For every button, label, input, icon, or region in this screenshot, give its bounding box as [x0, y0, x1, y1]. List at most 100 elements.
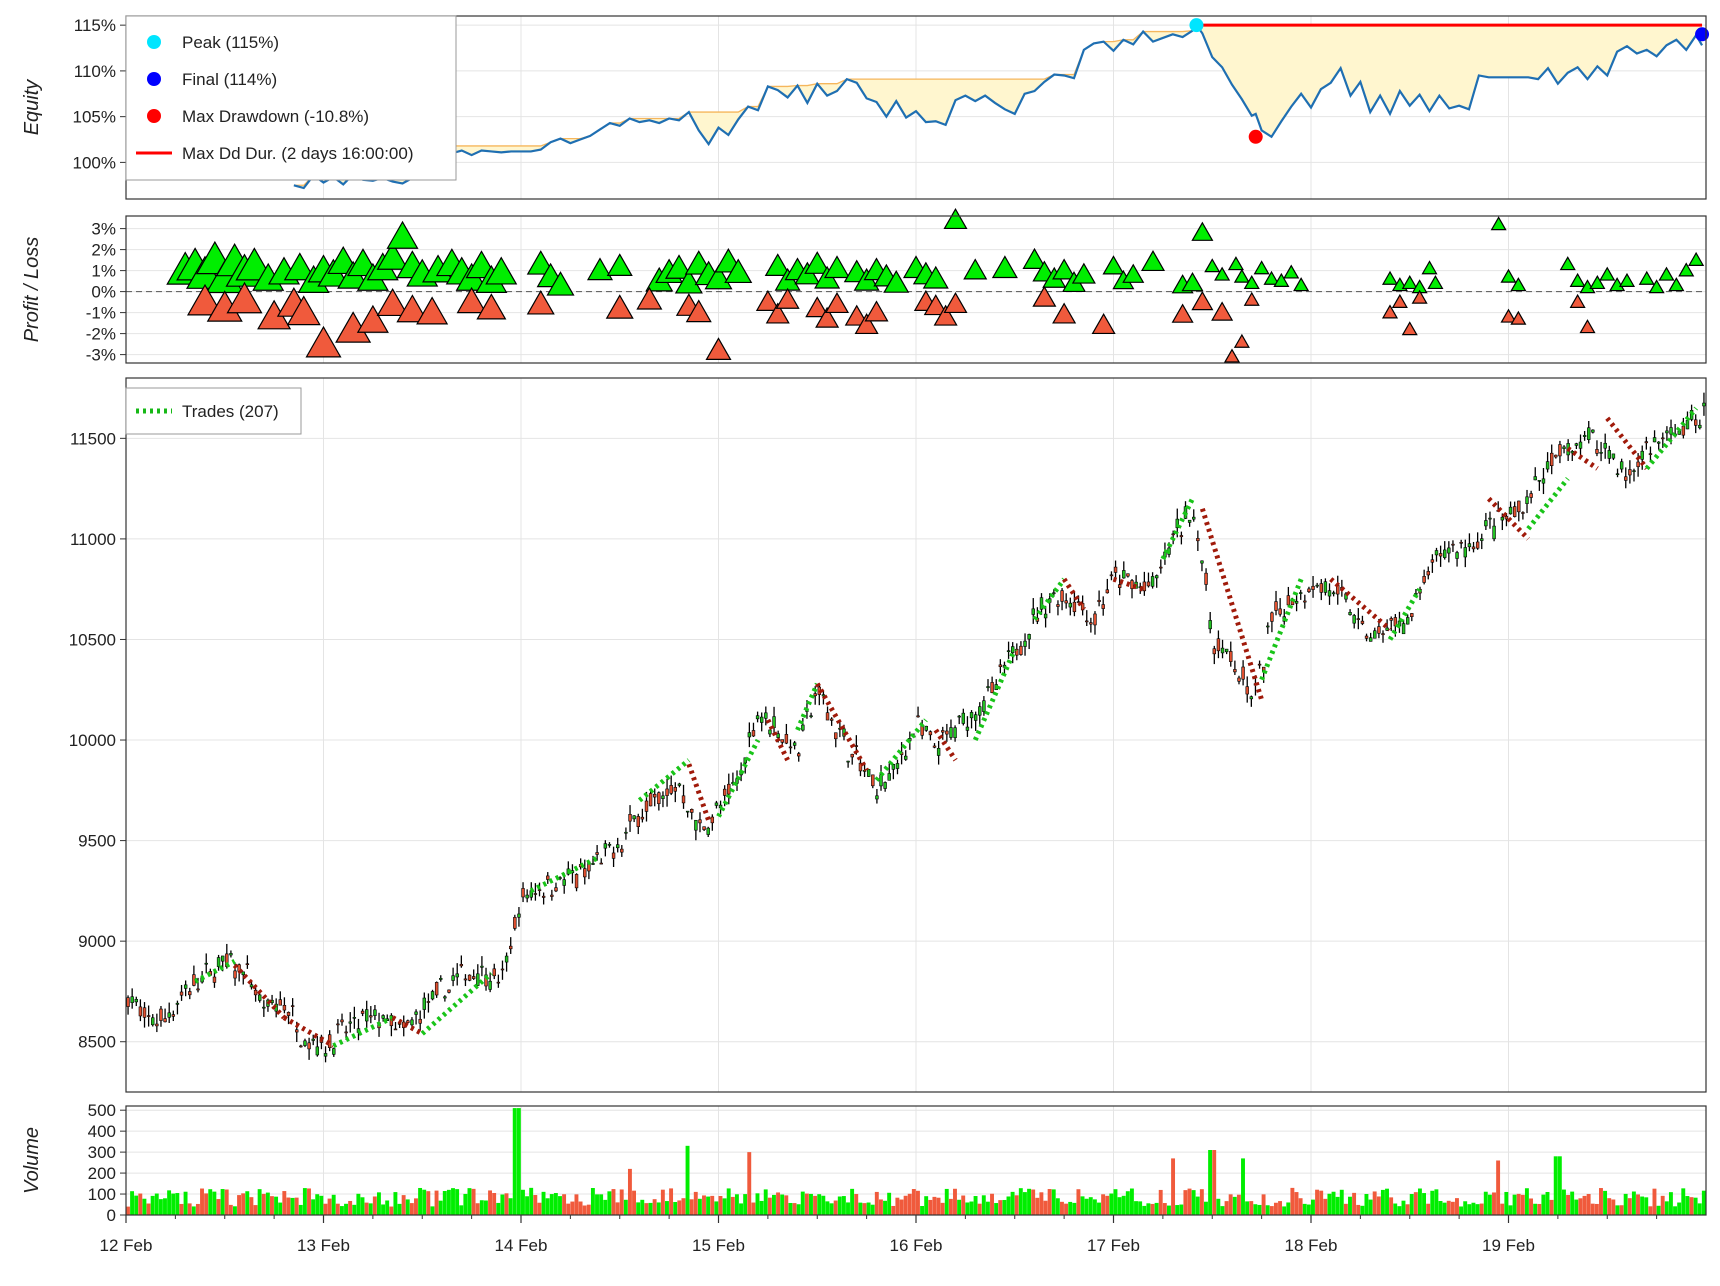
volume-bar [1603, 1190, 1608, 1215]
candle-body [142, 1007, 147, 1018]
candle-body [1233, 669, 1237, 673]
volume-bar [940, 1202, 945, 1215]
volume-bar [232, 1206, 237, 1215]
candle-body [784, 734, 789, 744]
volume-bar [1142, 1205, 1147, 1215]
candle-body [188, 991, 192, 996]
volume-ytick-label: 200 [88, 1164, 116, 1183]
candle-body [1356, 618, 1361, 620]
xtick-label: 18 Feb [1285, 1236, 1338, 1255]
pl-ytick-label: -1% [86, 304, 116, 323]
volume-bar [290, 1197, 295, 1215]
volume-bar [409, 1203, 414, 1215]
volume-bar [817, 1194, 822, 1215]
trade-win-marker [586, 257, 614, 281]
volume-bar [702, 1195, 706, 1215]
volume-bar [1685, 1196, 1690, 1215]
candle-body [1467, 543, 1472, 548]
volume-bar [405, 1199, 410, 1215]
candle-body [1455, 552, 1459, 559]
candle-body [1064, 600, 1068, 604]
candle-body [928, 731, 933, 736]
candle-body [513, 917, 517, 929]
candle-body [1159, 566, 1163, 569]
volume-bar [1031, 1189, 1036, 1215]
volume-bar [1516, 1193, 1521, 1215]
candle-body [426, 1001, 431, 1003]
volume-bar [1664, 1201, 1669, 1215]
volume-bar [220, 1189, 225, 1215]
volume-bar [1570, 1191, 1575, 1215]
volume-bar [1656, 1205, 1661, 1215]
volume-bar [558, 1196, 562, 1215]
candle-body [393, 1028, 398, 1031]
volume-bar [1430, 1190, 1435, 1215]
volume-bar [1212, 1150, 1217, 1215]
volume-bar [1668, 1192, 1673, 1215]
volume-bar [1512, 1194, 1517, 1215]
volume-bar [1541, 1194, 1546, 1215]
candle-body [611, 852, 616, 859]
candle-body [1656, 441, 1661, 444]
candle-body [471, 976, 476, 979]
candle-body [1504, 515, 1509, 520]
volume-bar [1286, 1202, 1291, 1215]
volume-bar [1294, 1192, 1299, 1215]
volume-bar [249, 1197, 254, 1215]
volume-bar [286, 1197, 291, 1215]
volume-bar [442, 1191, 447, 1215]
candle-body [755, 715, 760, 720]
trade-win-marker [1243, 274, 1260, 290]
candle-body [1410, 613, 1414, 617]
volume-bar [1492, 1192, 1496, 1215]
volume-bar [1450, 1201, 1455, 1215]
trade-win-marker [376, 241, 409, 270]
trade-win-marker [1589, 274, 1606, 290]
volume-bar [771, 1194, 776, 1215]
trade-win-marker [1022, 247, 1047, 269]
volume-bar [1368, 1199, 1373, 1215]
volume-bar [1677, 1202, 1682, 1215]
candle-body [858, 762, 863, 772]
volume-bar [1636, 1194, 1640, 1215]
candle-body [307, 1042, 311, 1050]
trade-loss-marker [755, 289, 780, 311]
candle-body [175, 1002, 180, 1005]
candle-body [159, 1008, 163, 1021]
volume-bar [1566, 1194, 1571, 1215]
candle-body [747, 732, 752, 738]
trade-loss-marker [824, 291, 850, 314]
volume-bar [1693, 1197, 1698, 1215]
volume-bar [488, 1190, 492, 1215]
candle-body [537, 889, 542, 891]
volume-bar [1422, 1193, 1427, 1215]
volume-bar [1138, 1201, 1143, 1215]
candle-body [615, 844, 620, 849]
candle-body [1006, 650, 1011, 652]
equity-ytick-label: 110% [74, 62, 116, 81]
trade-loss-marker [456, 286, 487, 314]
volume-bar [932, 1196, 937, 1215]
candle-body [496, 981, 501, 984]
trade-win-marker [1668, 277, 1685, 292]
trade-win-marker [1102, 255, 1125, 275]
volume-bar [553, 1193, 558, 1215]
candle-body [410, 1019, 414, 1026]
volume-bar [697, 1198, 702, 1215]
candle-body [1463, 547, 1467, 558]
candle-body [369, 1015, 373, 1018]
trade-win-marker [1071, 262, 1096, 284]
volume-bar [1191, 1190, 1196, 1215]
volume-bar [150, 1195, 155, 1215]
candle-body [1241, 666, 1245, 680]
candle-body [961, 712, 966, 724]
candle-body [1245, 686, 1249, 695]
volume-bar [936, 1197, 941, 1215]
volume-bar [1121, 1195, 1126, 1215]
candle-body [1027, 634, 1031, 640]
candle-body [1175, 518, 1179, 529]
candle-body [241, 971, 245, 976]
candle-body [1348, 612, 1352, 616]
trade-loss-marker [1091, 312, 1116, 335]
candle-body [1607, 450, 1612, 459]
